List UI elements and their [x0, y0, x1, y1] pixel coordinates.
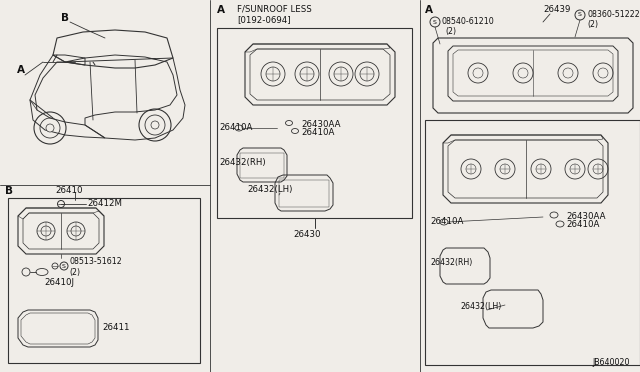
Text: 26439: 26439 [543, 5, 570, 14]
Text: (2): (2) [69, 267, 80, 276]
Circle shape [46, 124, 54, 132]
Text: 08360-51222: 08360-51222 [587, 10, 640, 19]
Bar [8, 198, 200, 363]
Bar [425, 120, 640, 365]
Text: S: S [578, 13, 582, 17]
Text: 26430: 26430 [293, 230, 321, 239]
Text: S: S [433, 19, 437, 25]
Text: 26432(RH): 26432(RH) [430, 258, 472, 267]
Text: A: A [217, 5, 225, 15]
Text: 26430AA: 26430AA [301, 120, 340, 129]
Text: 26432(LH): 26432(LH) [460, 302, 501, 311]
Text: (2): (2) [587, 20, 598, 29]
Text: S: S [62, 263, 66, 269]
Text: 26432(LH): 26432(LH) [247, 185, 292, 194]
Text: B: B [61, 13, 69, 23]
Text: 26410A: 26410A [219, 123, 252, 132]
Text: A: A [17, 65, 25, 75]
Text: F/SUNROOF LESS: F/SUNROOF LESS [237, 5, 312, 14]
Text: 08540-61210: 08540-61210 [442, 17, 495, 26]
Circle shape [151, 121, 159, 129]
Text: 26410A: 26410A [566, 220, 600, 229]
Text: B: B [5, 186, 13, 196]
Text: 26410A: 26410A [430, 217, 463, 226]
Text: 26410: 26410 [55, 186, 83, 195]
Text: 26411: 26411 [102, 324, 129, 333]
Text: A: A [425, 5, 433, 15]
Text: 26412M: 26412M [87, 199, 122, 208]
Text: 08513-51612: 08513-51612 [69, 257, 122, 266]
Bar [217, 28, 412, 218]
Text: 26410A: 26410A [301, 128, 334, 137]
Text: 26410J: 26410J [44, 278, 74, 287]
Text: (2): (2) [445, 27, 456, 36]
Text: JB640020: JB640020 [593, 358, 630, 367]
Text: 26432(RH): 26432(RH) [219, 158, 266, 167]
Text: 26430AA: 26430AA [566, 212, 605, 221]
Text: [0192-0694]: [0192-0694] [237, 15, 291, 24]
